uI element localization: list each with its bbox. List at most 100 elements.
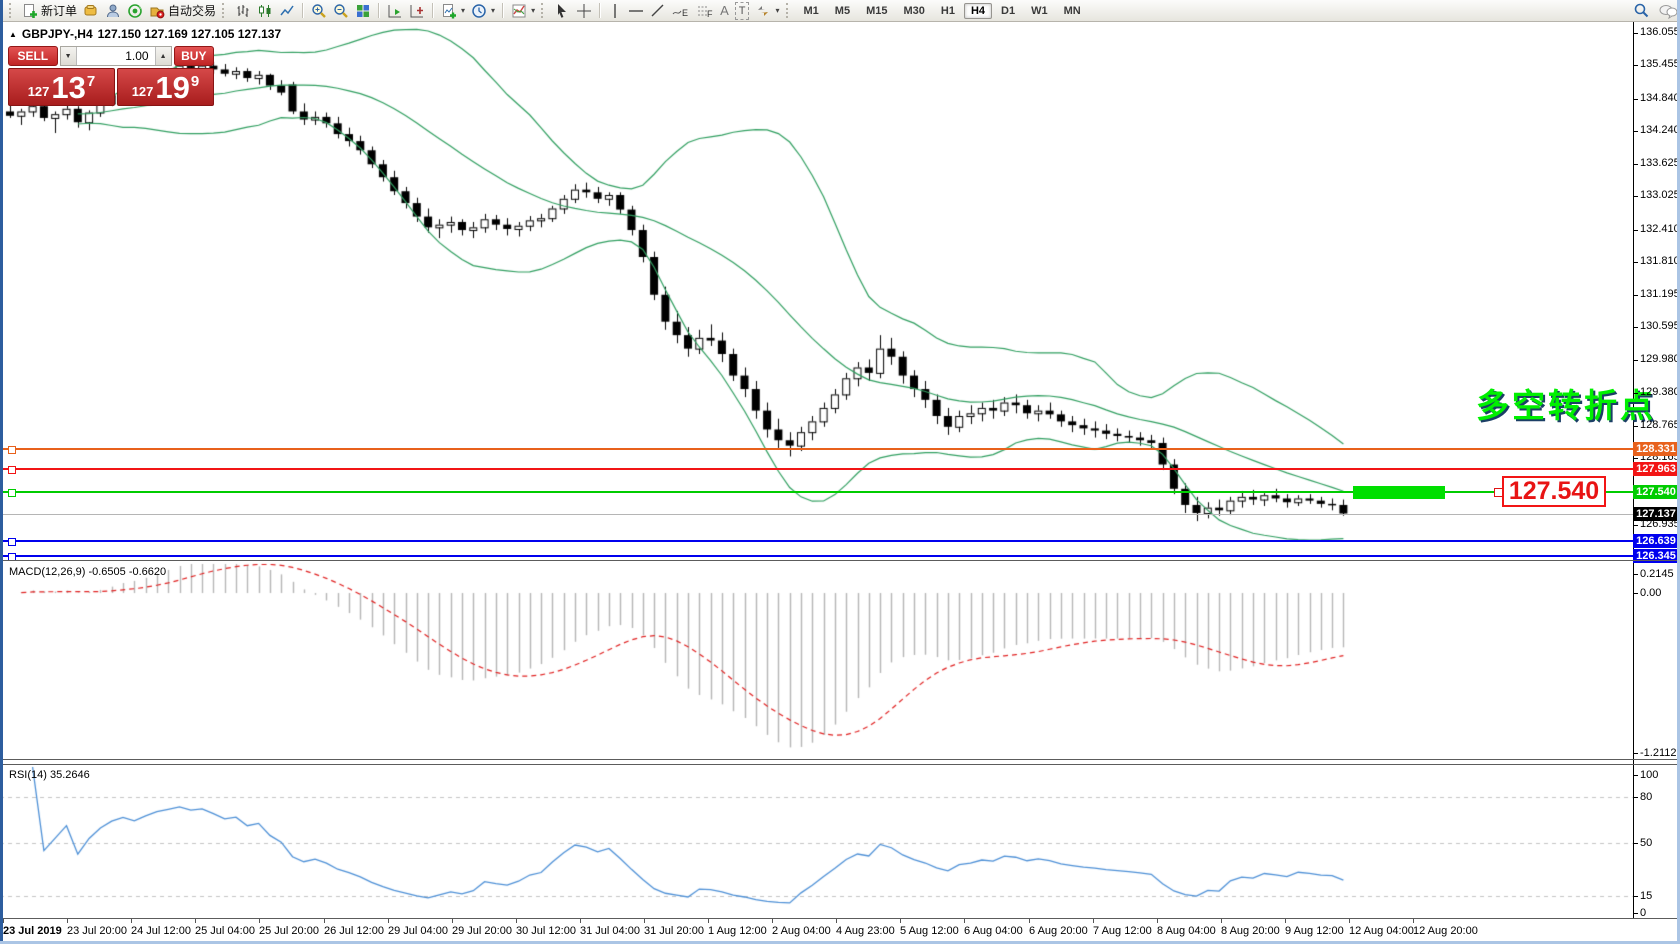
turning-point-annotation[interactable]: 多空转折点 [1476,387,1656,424]
search-button[interactable] [1633,2,1650,19]
tf-m1[interactable]: M1 [803,4,819,17]
trendline-icon [651,4,664,16]
time-axis-tick [67,919,68,923]
hline-128.331[interactable] [0,448,1633,450]
sell-button[interactable]: SELL [8,46,58,66]
buy-button[interactable]: BUY [173,46,214,66]
buy-price-box[interactable]: 127 19 9 [116,68,214,106]
time-label: 23 Jul 20:00 [67,925,127,937]
price-tick-mark [1633,458,1638,459]
tf-h4[interactable]: H4 [963,2,992,19]
toolbar-grip[interactable] [785,3,793,18]
navigator-icon [107,4,120,17]
rsi-axis-tick [1633,913,1638,914]
zoom-out-button[interactable] [330,1,352,20]
green-highlight-rectangle[interactable] [1353,486,1445,499]
hline-127.540[interactable] [0,491,1633,493]
time-axis-tick [772,919,773,923]
rsi-axis-label: 0 [1640,907,1647,919]
indicators-icon [512,4,526,17]
price-tick-label: 132.410 [1640,223,1680,235]
volume-increase-button[interactable]: ▲ [154,47,171,65]
volume-input[interactable] [76,47,155,65]
chat-button[interactable] [1658,3,1678,19]
navigator-button[interactable] [102,1,124,20]
time-label: 6 Aug 20:00 [1029,925,1088,937]
tf-d1[interactable]: D1 [1001,4,1016,17]
time-axis-tick [452,919,453,923]
tf-m30[interactable]: M30 [903,4,925,17]
price-tick-label: 133.025 [1640,189,1680,201]
auto-trading-button[interactable]: 自动交易 [146,1,219,20]
price-tick-mark [1633,164,1638,165]
tf-h1[interactable]: H1 [940,4,955,17]
time-label: 29 Jul 04:00 [388,925,448,937]
volume-decrease-button[interactable]: ▼ [60,47,77,65]
periodicity-button[interactable]: ▾ [468,1,498,20]
crosshair-button[interactable] [573,1,595,20]
vertical-line-button[interactable] [605,1,625,20]
text-button[interactable]: A [717,1,732,20]
horizontal-line-icon [629,9,644,12]
arrows-button[interactable]: ▾ [752,1,782,20]
time-label: 31 Jul 04:00 [580,925,640,937]
auto-scroll-button[interactable] [384,1,406,20]
hline-handle[interactable] [8,538,16,546]
hline-handle[interactable] [8,446,16,454]
horizontal-line-button[interactable] [625,1,647,20]
price-callout-box[interactable]: 127.540 [1502,476,1606,507]
toolbar-separator [378,3,381,18]
tf-m15[interactable]: M15 [866,4,888,17]
time-axis-tick [644,919,645,923]
toolbar-grip[interactable] [9,3,16,18]
toolbar-grip[interactable] [541,3,548,18]
cursor-button[interactable] [551,1,573,20]
new-order-button[interactable]: 新订单 [19,1,80,20]
tile-windows-button[interactable] [352,1,374,20]
hline-handle[interactable] [8,489,16,497]
text-label-button[interactable]: T [732,1,753,20]
chart-shift-button[interactable] [406,1,428,20]
fibonacci-icon: F [698,6,713,19]
tf-m5[interactable]: M5 [834,4,851,17]
tf-w1[interactable]: W1 [1031,4,1048,17]
time-label: 5 Aug 12:00 [900,925,959,937]
trendline-button[interactable] [647,1,669,20]
rsi-axis-tick [1633,775,1638,776]
price-tick-label: 129.980 [1640,353,1680,365]
sell-price-box[interactable]: 127 13 7 [8,68,115,106]
price-tick-mark [1633,33,1638,34]
pane-separator[interactable] [0,759,1680,760]
hline-handle[interactable] [8,466,16,474]
hline-127.963[interactable] [0,468,1633,470]
price-tick-label: 131.810 [1640,255,1680,267]
price-tick-mark [1633,393,1638,394]
hline-126.639[interactable] [0,540,1633,542]
pane-separator[interactable] [0,560,1680,561]
tf-mn[interactable]: MN [1063,4,1081,17]
collapse-triangle-icon[interactable]: ▲ [9,29,17,39]
auto-scroll-icon [388,4,402,17]
zoom-out-icon [334,3,348,18]
chart-profile-button[interactable] [80,1,102,20]
fibonacci-button[interactable]: F [693,1,717,20]
rsi-axis-tick [1633,843,1638,844]
toolbar-grip[interactable] [222,3,229,18]
candlestick-button[interactable] [254,1,276,20]
bid-price-label: 127.137 [1633,507,1679,521]
hline-126.345[interactable] [0,555,1633,557]
bar-chart-button[interactable] [232,1,254,20]
signals-button[interactable] [124,1,146,20]
zoom-in-button[interactable] [308,1,330,20]
line-chart-button[interactable] [276,1,298,20]
volume-stepper: ▼ ▲ [59,46,172,66]
equidistant-channel-button[interactable]: E [669,1,693,20]
indicators-button[interactable]: ▾ [508,1,538,20]
cursor-icon [558,3,567,18]
signals-icon [128,3,142,18]
new-chart-button[interactable]: ▾ [438,1,468,20]
search-icon [1634,3,1649,18]
price-tick-mark [1633,131,1638,132]
time-label: 12 Aug 20:00 [1413,925,1478,937]
